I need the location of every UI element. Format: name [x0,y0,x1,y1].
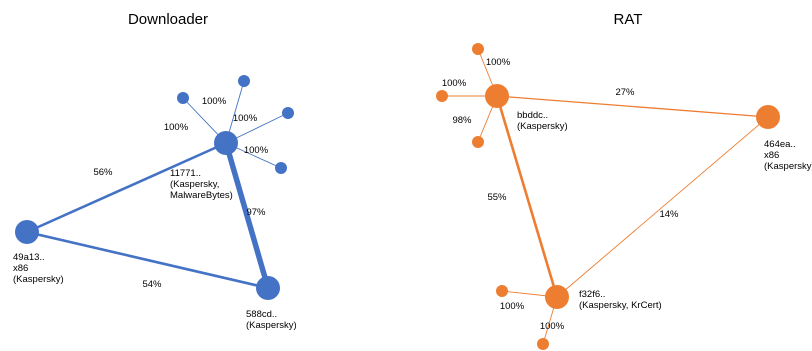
edge-label: 97% [246,207,266,218]
graph-node-small [496,285,508,297]
graph-node-small [275,162,287,174]
node-label-line: x86 [13,263,28,274]
edge-label: 100% [486,57,511,68]
node-label-line: f32f6.. [579,289,605,300]
graph-title: RAT [614,11,643,28]
edge-label: 14% [659,209,679,220]
node-label-line: (Kaspersky) [764,161,812,172]
graph-node [756,105,780,129]
node-label-line: 588cd.. [246,309,277,320]
node-label-line: (Kaspersky) [246,320,297,331]
edge-label: 54% [142,279,162,290]
node-label-line: MalwareBytes) [170,190,233,201]
node-label-line: (Kaspersky, KrCert) [579,300,662,311]
graph-edge [496,95,769,118]
graph-node-small [177,92,189,104]
edge-label: 100% [202,96,227,107]
graph-node-small [472,136,484,148]
node-label-line: 11771.. [170,168,201,179]
graph-node-small [537,338,549,350]
graph-node-small [238,75,250,87]
graph-node [485,84,509,108]
node-label-line: (Kaspersky) [517,121,568,132]
edge-label: 100% [233,113,258,124]
node-label-line: bbddc.. [517,110,548,121]
edge-label: 100% [500,301,525,312]
graph-edge [26,230,269,290]
edge-label: 98% [452,115,472,126]
edge-label: 27% [615,87,635,98]
node-label-line: x86 [764,150,779,161]
edge-label: 100% [442,78,467,89]
graph-node-small [436,90,448,102]
node-label-line: 49a13.. [13,252,45,263]
graph-downloader: Downloader 56% 97% 54% 100% 100% 100% 100% 11771… [13,11,297,331]
edge-label: 100% [244,145,269,156]
node-label-line: (Kaspersky, [170,179,219,190]
edge-label: 55% [487,192,507,203]
graph-node [15,220,39,244]
edge-label: 100% [540,321,565,332]
graph-node [214,131,238,155]
graph-edge [26,141,227,234]
graph-node-small [282,107,294,119]
graph-node [545,285,569,309]
graph-title: Downloader [128,11,208,28]
edge-label: 56% [93,167,113,178]
graph-edge [556,116,769,298]
node-label-line: 464ea.. [764,139,796,150]
graph-node [256,276,280,300]
node-label-line: (Kaspersky) [13,274,64,285]
edge-label: 100% [164,122,189,133]
graph-edge [495,95,559,298]
graph-rat: RAT27%55%14%100%100%98%100%100%bbddc..(K… [436,11,812,350]
graph-node-small [472,43,484,55]
graph-edge [223,142,271,289]
